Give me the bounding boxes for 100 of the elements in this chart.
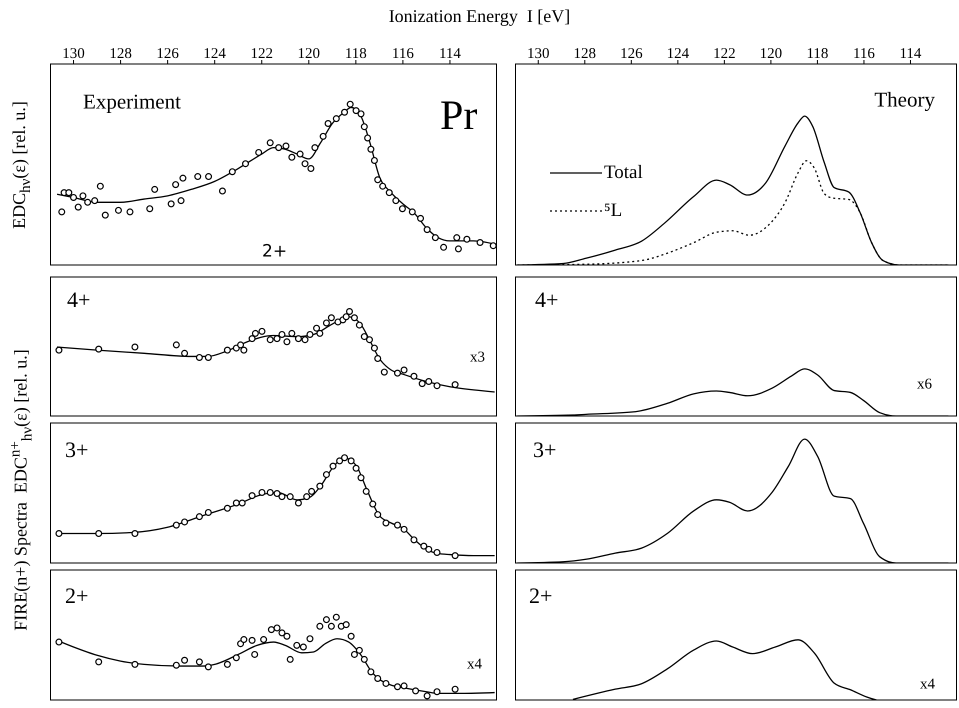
point [151,186,158,193]
point [95,530,102,538]
point [412,687,420,694]
point [114,206,122,214]
point [374,511,382,518]
point [348,632,355,640]
point [224,660,231,668]
point [58,208,66,216]
point [300,644,307,651]
annotation: x4 [920,676,935,692]
point [286,656,294,663]
x-tick-label: 124 [666,46,690,62]
point [370,156,378,164]
point [360,333,368,340]
point [452,552,459,560]
point [283,338,290,346]
x-tick-label: 116 [392,46,414,62]
point [275,144,282,152]
point [296,150,304,158]
point [322,616,330,624]
point [350,314,358,322]
point [204,663,212,670]
point [266,488,274,496]
point [418,380,426,388]
point [102,212,109,219]
point [322,319,330,326]
point [274,624,281,632]
point [316,482,324,490]
point [322,471,330,478]
point [352,107,360,114]
point [274,335,281,342]
point [360,656,368,663]
point [410,372,418,380]
point [379,182,386,190]
point [172,181,180,188]
point [408,208,416,216]
point [380,368,388,376]
point [420,542,428,550]
point [168,200,175,208]
point [302,160,309,168]
x-tick-label: 120 [298,46,320,62]
point [453,234,460,242]
annotation: 3+ [533,437,556,462]
point [374,674,382,682]
point [364,134,372,142]
point [382,520,390,526]
point [131,344,138,351]
annotation: 4+ [67,287,90,312]
point [324,120,332,127]
point [172,522,180,529]
point [303,493,310,500]
point [346,308,353,315]
point [248,335,256,342]
point [95,658,102,666]
point [224,346,231,354]
x-tick-label: 130 [527,46,550,62]
x-tick-label: 122 [713,46,736,62]
point [205,173,212,180]
point [320,132,327,140]
point [362,488,370,495]
x-tick-label: 128 [574,46,596,62]
point [196,354,203,361]
point [282,142,290,150]
point [306,330,314,338]
point [179,174,186,182]
point [228,168,236,176]
point [490,242,497,250]
point [302,336,309,344]
annotation: 3+ [65,437,88,462]
point [332,614,340,621]
point [316,622,324,630]
point [434,688,441,696]
x-tick-label: 118 [806,46,828,62]
point [369,500,376,508]
point [440,244,448,251]
point [307,165,314,172]
point [194,173,202,180]
point [218,188,226,195]
point [316,330,324,337]
point [342,621,350,628]
point [55,346,62,354]
point [283,632,290,640]
point [328,314,335,322]
point [240,636,248,644]
point [358,474,365,482]
point [400,366,408,374]
point [288,154,296,161]
point [172,341,180,348]
point [204,508,212,516]
annotation: x6 [917,376,932,392]
point [242,160,250,168]
annotation: 2+ [262,242,288,262]
point [336,457,344,464]
point [432,234,439,242]
point [400,526,408,533]
point [196,658,203,666]
point [74,204,82,211]
point [238,500,246,506]
point [84,198,92,206]
point [172,662,180,669]
